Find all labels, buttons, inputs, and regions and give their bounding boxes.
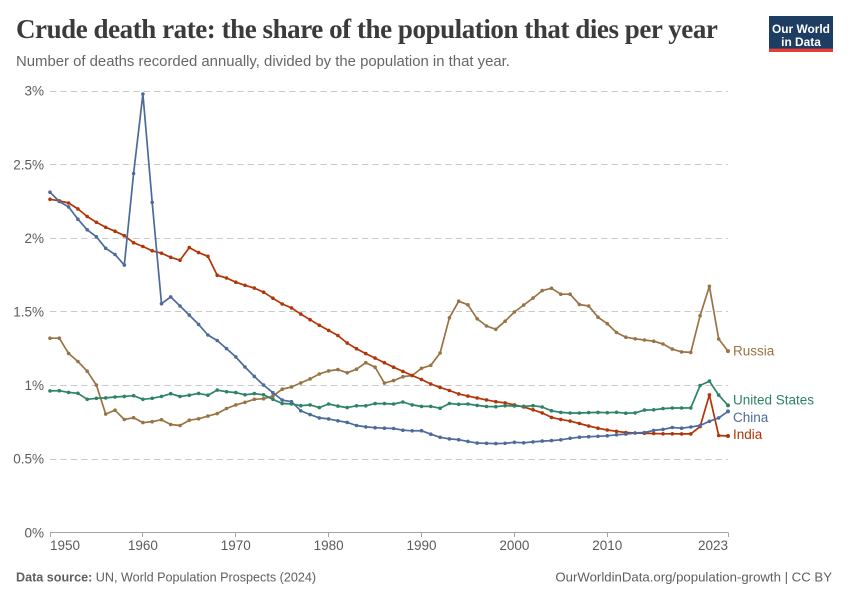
svg-text:Number of deaths recorded annu: Number of deaths recorded annually, divi…	[16, 54, 510, 70]
svg-text:1990: 1990	[406, 538, 436, 553]
svg-text:2.5%: 2.5%	[13, 157, 44, 172]
svg-text:0.5%: 0.5%	[13, 452, 44, 467]
svg-text:OurWorldinData.org/population-: OurWorldinData.org/population-growth | C…	[555, 570, 832, 585]
svg-text:3%: 3%	[24, 84, 44, 99]
svg-text:Our World: Our World	[772, 22, 830, 36]
svg-text:1%: 1%	[24, 378, 44, 393]
svg-text:2010: 2010	[592, 538, 622, 553]
svg-text:China: China	[733, 410, 769, 425]
svg-text:1970: 1970	[221, 538, 251, 553]
svg-text:1980: 1980	[314, 538, 344, 553]
svg-text:United States: United States	[733, 393, 814, 408]
svg-text:2%: 2%	[24, 231, 44, 246]
svg-text:2023: 2023	[698, 538, 728, 553]
svg-text:2000: 2000	[499, 538, 529, 553]
svg-text:Crude death rate: the share of: Crude death rate: the share of the popul…	[16, 14, 718, 44]
svg-text:1.5%: 1.5%	[13, 305, 44, 320]
svg-text:0%: 0%	[24, 525, 44, 540]
svg-text:Russia: Russia	[733, 344, 775, 359]
svg-text:India: India	[733, 427, 763, 442]
svg-text:1950: 1950	[50, 538, 80, 553]
svg-text:Data source: UN, World Populat: Data source: UN, World Population Prospe…	[16, 571, 316, 585]
svg-text:1960: 1960	[128, 538, 158, 553]
svg-text:in Data: in Data	[781, 35, 821, 49]
